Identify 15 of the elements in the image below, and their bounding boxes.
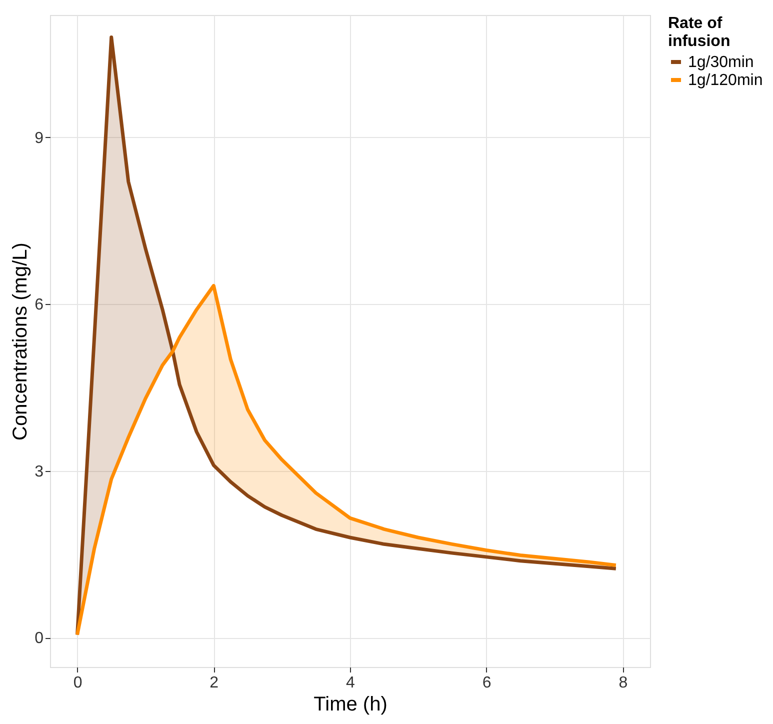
legend-label: 1g/30min bbox=[688, 54, 754, 71]
x-axis-title: Time (h) bbox=[314, 694, 388, 716]
y-tick-label: 9 bbox=[34, 130, 44, 147]
y-axis-title: Concentrations (mg/L) bbox=[10, 242, 32, 440]
x-tick-label: 2 bbox=[210, 674, 219, 692]
x-tick-label: 6 bbox=[482, 674, 492, 692]
legend-label: 1g/120min bbox=[688, 72, 763, 89]
y-tick-label: 3 bbox=[34, 463, 44, 480]
line-series bbox=[76, 284, 618, 637]
y-tick-label: 0 bbox=[34, 630, 44, 648]
x-tick-label: 8 bbox=[618, 674, 628, 692]
legend-title: Rate of infusion bbox=[668, 15, 730, 50]
x-tick-label: 0 bbox=[73, 674, 82, 692]
x-tick-label: 4 bbox=[346, 674, 356, 692]
y-tick-label: 6 bbox=[34, 296, 44, 314]
